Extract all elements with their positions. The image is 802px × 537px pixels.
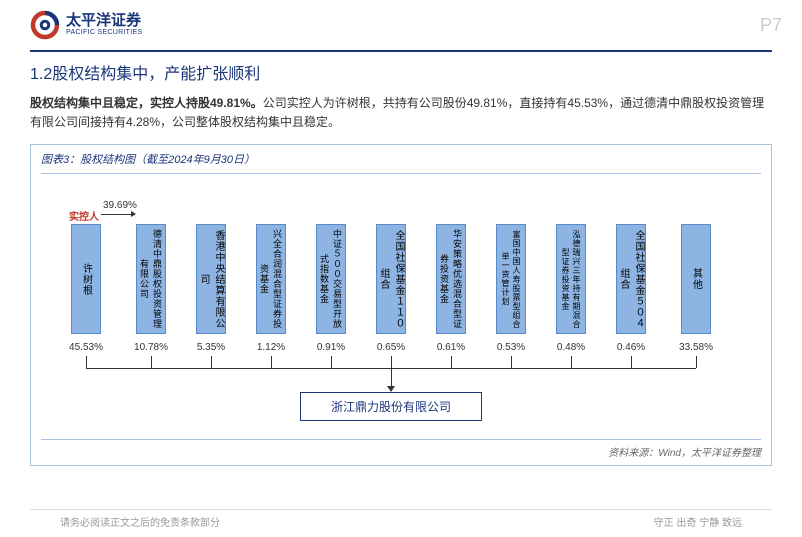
- controller-label: 实控人: [69, 208, 99, 223]
- shareholder-node: 其他: [681, 224, 711, 334]
- target-company-box: 浙江鼎力股份有限公司: [300, 392, 482, 421]
- ownership-pct: 0.53%: [497, 342, 525, 353]
- connector-line: [331, 356, 332, 368]
- cross-pct-label: 39.69%: [103, 200, 137, 211]
- body-bold: 股权结构集中且稳定，实控人持股49.81%。: [30, 96, 263, 110]
- footer-right: 守正 出奇 宁静 致远: [654, 514, 742, 529]
- connector-line: [451, 356, 452, 368]
- footer-left: 请务必阅读正文之后的免责条款部分: [60, 514, 220, 529]
- shareholder-node: 兴全合润混合型证券投资基金: [256, 224, 286, 334]
- ownership-pct: 5.35%: [197, 342, 225, 353]
- connector-line: [271, 356, 272, 368]
- shareholder-node: 全国社保基金５０４组合: [616, 224, 646, 334]
- connector-line: [391, 368, 392, 388]
- logo-icon: [30, 10, 60, 40]
- shareholder-node: 全国社保基金１１０组合: [376, 224, 406, 334]
- logo-text: 太平洋证券 PACIFIC SECURITIES: [66, 13, 142, 37]
- chart-area: 实控人 39.69% 许树根 45.53% 德清中鼎股权投资管理有限公司 10.78% 香港…: [41, 182, 761, 432]
- connector-line: [151, 356, 152, 368]
- logo-cn: 太平洋证券: [66, 13, 142, 30]
- chart-divider: [41, 173, 761, 174]
- ownership-pct: 0.65%: [377, 342, 405, 353]
- ownership-pct: 0.91%: [317, 342, 345, 353]
- ownership-pct: 0.48%: [557, 342, 585, 353]
- logo-group: 太平洋证券 PACIFIC SECURITIES: [30, 10, 142, 40]
- chart-container: 图表3：股权结构图（截至2024年9月30日） 实控人 39.69% 许树根 45.5…: [30, 144, 772, 466]
- footer: 请务必阅读正文之后的免责条款部分 守正 出奇 宁静 致远: [30, 509, 772, 529]
- shareholder-node: 香港中央结算有限公司: [196, 224, 226, 334]
- shareholder-node: 中证５００交易型开放式指数基金: [316, 224, 346, 334]
- section-title: 1.2股权结构集中，产能扩张顺利: [30, 60, 772, 84]
- title-bar: 1.2股权结构集中，产能扩张顺利: [30, 50, 772, 84]
- page-number: P7: [760, 15, 782, 36]
- shareholder-node: 德清中鼎股权投资管理有限公司: [136, 224, 166, 334]
- connector-line: [101, 214, 132, 215]
- ownership-pct: 0.46%: [617, 342, 645, 353]
- connector-line: [211, 356, 212, 368]
- ownership-pct: 0.61%: [437, 342, 465, 353]
- connector-line: [631, 356, 632, 368]
- connector-line: [391, 356, 392, 368]
- shareholder-node: 泓德瑞兴三年持有期混合型证券投资基金: [556, 224, 586, 334]
- header: 太平洋证券 PACIFIC SECURITIES P7: [0, 0, 802, 46]
- ownership-pct: 33.58%: [679, 342, 713, 353]
- shareholder-node: 富国中国人寿股票型组合单一资管计划: [496, 224, 526, 334]
- chart-source: 资料来源：Wind，太平洋证券整理: [41, 439, 761, 459]
- logo-en: PACIFIC SECURITIES: [66, 29, 142, 37]
- ownership-pct: 10.78%: [134, 342, 168, 353]
- ownership-pct: 1.12%: [257, 342, 285, 353]
- arrow-icon: [131, 211, 136, 217]
- chart-title: 图表3：股权结构图（截至2024年9月30日）: [41, 151, 761, 167]
- connector-line: [511, 356, 512, 368]
- shareholder-node: 许树根: [71, 224, 101, 334]
- ownership-pct: 45.53%: [69, 342, 103, 353]
- connector-line: [571, 356, 572, 368]
- shareholder-node: 华安策略优选混合型证券投资基金: [436, 224, 466, 334]
- body-text: 股权结构集中且稳定，实控人持股49.81%。公司实控人为许树根，共持有公司股份4…: [30, 94, 772, 132]
- connector-line: [696, 356, 697, 368]
- connector-line: [86, 356, 87, 368]
